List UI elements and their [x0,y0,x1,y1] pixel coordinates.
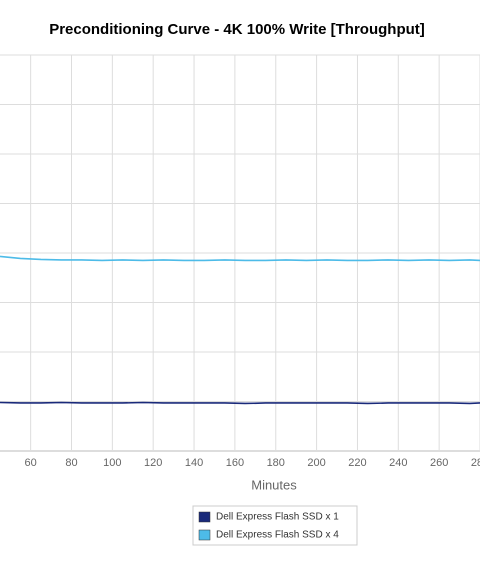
x-tick-label: 140 [185,457,203,469]
legend-label: Dell Express Flash SSD x 4 [216,530,339,541]
x-axis-title: Minutes [251,477,297,492]
series-line [0,401,480,405]
x-tick-label: 60 [25,457,37,469]
x-tick-label: 100 [103,457,121,469]
x-tick-label: 260 [430,457,448,469]
x-tick-label: 80 [65,457,77,469]
x-tick-label: 200 [307,457,325,469]
x-tick-label: 180 [267,457,285,469]
x-tick-label: 160 [226,457,244,469]
chart-title: Preconditioning Curve - 4K 100% Write [T… [49,21,425,38]
x-tick-label: 240 [389,457,407,469]
x-tick-label: 220 [348,457,366,469]
x-tick-label: 280 [471,457,480,469]
series-line [0,255,480,262]
legend-label: Dell Express Flash SSD x 1 [216,512,339,523]
x-tick-label: 120 [144,457,162,469]
legend-swatch [198,529,211,541]
legend-swatch [198,511,211,523]
legend-box [192,505,358,546]
